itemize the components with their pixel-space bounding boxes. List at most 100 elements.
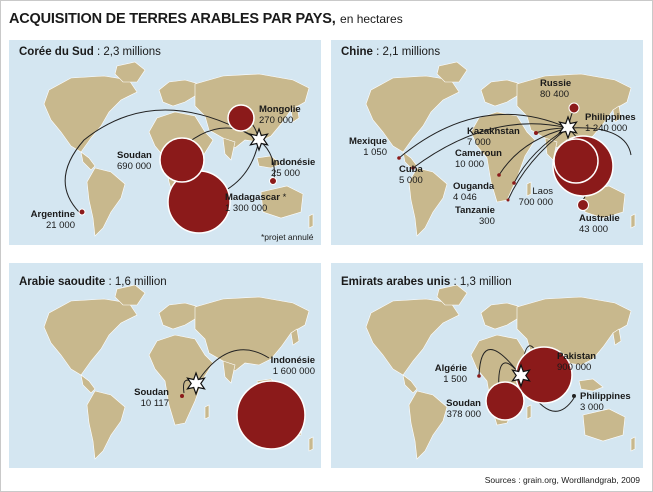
bubble-cameroun <box>497 173 501 177</box>
label-soudan: Soudan 10 117 <box>134 387 169 409</box>
landmass-southeast-islands <box>578 378 604 392</box>
bubble-soudan <box>485 381 525 421</box>
bubble-cuba <box>411 166 415 170</box>
landmass-south-america <box>408 390 448 460</box>
investor-name: Chine <box>341 46 373 58</box>
investor-burst-icon <box>249 127 269 152</box>
landmass-madagascar <box>526 404 532 420</box>
investor-total: 1,6 million <box>114 276 167 288</box>
landmass-north-america <box>43 75 138 153</box>
landmass-new-zealand <box>308 213 314 229</box>
bubble-soudan <box>180 394 184 398</box>
flow-line-tanzanie <box>507 127 569 201</box>
investor-total: 2,1 millions <box>382 46 441 58</box>
flows-layer <box>64 104 277 234</box>
panel-emirats-arabes-unis: Emirats arabes unis : 1,3 million Pakist… <box>331 263 643 468</box>
bubble-mexique <box>397 156 401 160</box>
landmass-greenland <box>436 61 468 83</box>
page-title: ACQUISITION DE TERRES ARABLES PAR PAYS, … <box>9 10 403 28</box>
landmass-japan <box>290 328 300 346</box>
investor-name: Corée du Sud <box>19 46 94 58</box>
flows-layer <box>180 349 306 450</box>
investor-burst-icon <box>186 371 206 396</box>
landmass-japan <box>612 328 622 346</box>
panel-heading: Corée du Sud : 2,3 millions <box>19 46 161 58</box>
label-pakistan: Pakistan 900 000 <box>557 351 597 373</box>
landmass-greenland <box>114 284 146 306</box>
label-soudan: Soudan 690 000 <box>117 150 152 172</box>
world-map <box>43 284 314 460</box>
panel-coree-du-sud: Corée du Sud : 2,3 millions Mongolie 270 … <box>9 40 321 245</box>
flow-line-philippines <box>567 127 632 156</box>
landmass-africa <box>470 111 536 203</box>
flow-line-cameroun <box>498 127 569 176</box>
label-soudan: Soudan 378 000 <box>446 398 481 420</box>
landmass-new-zealand <box>630 213 636 229</box>
panel-chine: Chine : 2,1 millions Russie 80 400 Philip… <box>331 40 643 245</box>
landmass-new-zealand <box>630 436 636 452</box>
investor-name: Emirats arabes unis <box>341 276 451 288</box>
flow-line-algerie <box>478 349 522 377</box>
investor-name: Arabie saoudite <box>19 276 106 288</box>
footnote-annule: *projet annulé <box>261 232 314 242</box>
flows-layer <box>477 345 576 421</box>
landmass-india <box>222 360 236 384</box>
landmass-japan <box>612 105 622 123</box>
landmass-north-america <box>43 298 138 376</box>
label-algerie: Algérie 1 500 <box>434 363 467 385</box>
label-indonesie: Indonésie 1 600 000 <box>270 355 315 377</box>
bubble-tanzanie <box>506 198 510 202</box>
landmass-south-america <box>408 167 448 237</box>
landmass-africa <box>148 334 214 426</box>
label-australie: Australie 43 000 <box>579 213 620 235</box>
bubble-kazakhstan <box>534 131 538 135</box>
panel-heading: Arabie saoudite : 1,6 million <box>19 276 167 288</box>
bubble-indonesie <box>269 177 277 185</box>
landmass-madagascar <box>526 181 532 197</box>
label-philippines: Philippines 3 000 <box>580 391 631 413</box>
label-ouganda: Ouganda 4 046 <box>453 181 495 203</box>
panel-heading: Emirats arabes unis : 1,3 million <box>341 276 512 288</box>
title-unit: en hectares <box>340 12 403 26</box>
bubble-indonesie <box>236 380 306 450</box>
label-argentine: Argentine 21 000 <box>30 209 75 231</box>
landmass-central-america <box>80 374 96 394</box>
flow-line-indonesie <box>195 349 270 385</box>
title-main: ACQUISITION DE TERRES ARABLES PAR PAYS, <box>9 11 336 27</box>
investor-burst-icon <box>511 363 531 388</box>
landmass-north-america <box>365 298 460 376</box>
landmass-greenland <box>114 61 146 83</box>
label-mexique: Mexique 1 050 <box>348 136 387 158</box>
bubble-mongolie <box>227 104 255 132</box>
investor-burst-icon <box>558 115 578 140</box>
investor-total: 1,3 million <box>459 276 512 288</box>
label-russie: Russie 80 400 <box>540 78 572 100</box>
panel-arabie-saoudite: Arabie saoudite : 1,6 million Indonésie 1… <box>9 263 321 468</box>
bubble-ouganda <box>512 181 516 185</box>
label-indonesie: Indonésie 25 000 <box>271 157 316 179</box>
label-cuba: Cuba 5 000 <box>399 164 423 186</box>
label-laos: Laos 700 000 <box>518 186 553 208</box>
landmass-japan <box>290 105 300 123</box>
landmass-india <box>222 137 236 161</box>
landmass-central-america <box>402 151 418 171</box>
label-kazakhstan: Kazakhstan 7 000 <box>467 126 520 148</box>
landmass-asia <box>194 296 310 372</box>
landmass-new-zealand <box>308 436 314 452</box>
landmass-north-america <box>365 75 460 153</box>
bubble-australie <box>577 199 589 211</box>
bubble-russie <box>568 102 580 114</box>
flow-line-argentine <box>64 109 260 213</box>
flows-layer <box>397 102 632 211</box>
landmass-australia <box>260 185 304 219</box>
panel-heading: Chine : 2,1 millions <box>341 46 441 58</box>
bubble-algerie <box>477 374 481 378</box>
landmass-south-america <box>86 167 126 237</box>
label-mongolie: Mongolie 270 000 <box>259 104 301 126</box>
label-cameroun: Cameroun 10 000 <box>455 148 502 170</box>
flow-line-mexique <box>398 113 569 159</box>
landmass-southeast-islands <box>256 155 282 169</box>
landmass-south-america <box>86 390 126 460</box>
label-madagascar: Madagascar * 1 300 000 <box>225 192 287 214</box>
bubble-laos <box>553 138 599 184</box>
